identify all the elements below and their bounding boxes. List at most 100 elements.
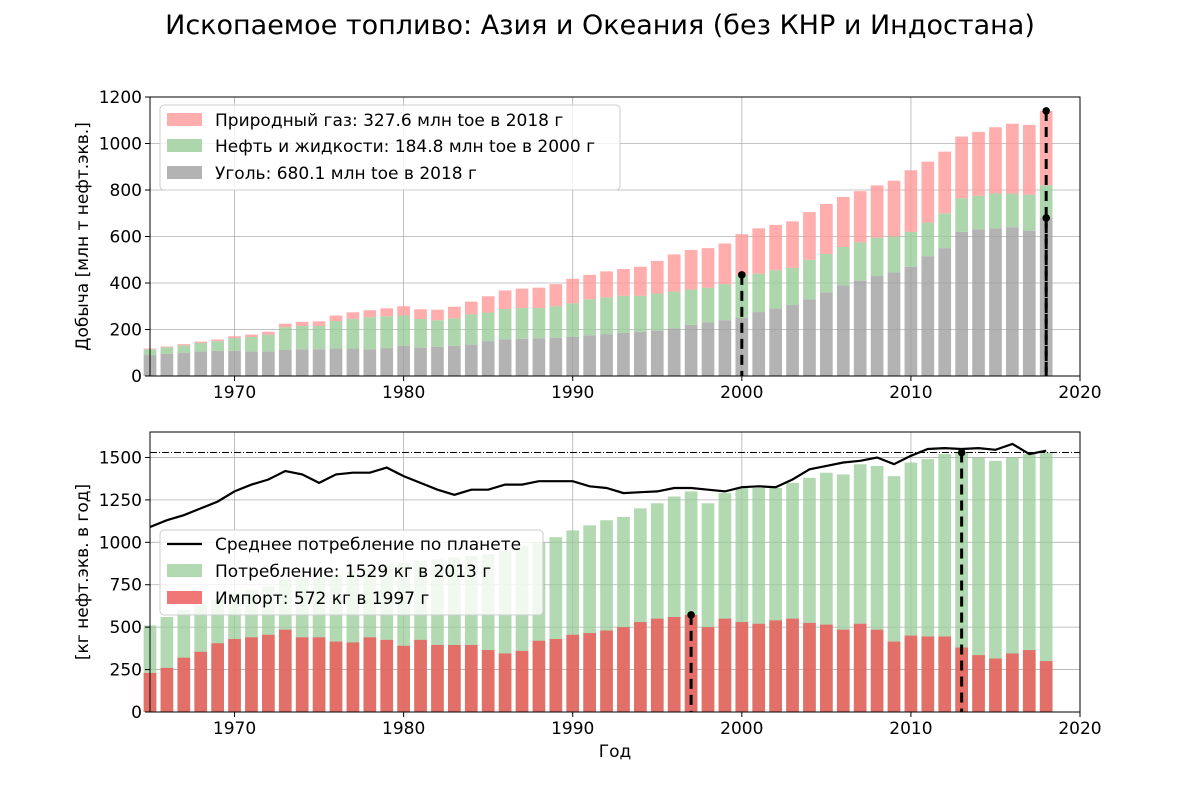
- gas-bar: [600, 271, 613, 298]
- coal-bar: [363, 349, 377, 376]
- coal-bar: [769, 308, 782, 376]
- gas-bar: [448, 306, 461, 319]
- coal-bar: [431, 346, 444, 376]
- oil-bar: [617, 295, 630, 333]
- gas-bar: [211, 339, 224, 342]
- top-panel-annotations: [738, 107, 1050, 376]
- coal-bar: [853, 280, 867, 376]
- gas-bar: [481, 296, 495, 313]
- oil-bar: [786, 267, 799, 306]
- gas-bar: [464, 301, 478, 315]
- coal-bar: [1006, 227, 1019, 376]
- coal-bar: [904, 266, 918, 376]
- oil-bar: [515, 308, 529, 339]
- x-tick-label: 2010: [889, 383, 932, 403]
- import-bar: [380, 639, 394, 712]
- bottom-panel-legend: Среднее потребление по планете Потреблен…: [159, 529, 544, 616]
- oil-bar: [245, 336, 258, 352]
- consumption-bar: [1039, 452, 1053, 712]
- gas-bar: [312, 321, 326, 327]
- import-bar: [448, 644, 461, 712]
- gas-bar: [989, 127, 1002, 194]
- world-average-line: [149, 442, 1047, 529]
- import-bar: [278, 629, 292, 712]
- gas-bar: [549, 284, 563, 307]
- import-bar: [228, 639, 241, 712]
- coal-bar: [617, 332, 630, 376]
- coal-bar: [380, 348, 394, 376]
- import-bar: [1039, 661, 1053, 712]
- gas-bar: [820, 203, 833, 254]
- legend-swatch-coal: [167, 166, 202, 179]
- gas-bar: [667, 254, 681, 292]
- import-bar: [701, 627, 715, 712]
- coal-bar: [295, 349, 309, 376]
- x-tick-label: 1980: [382, 383, 425, 403]
- legend-label-gas: Природный газ: 327.6 млн toe в 2018 г: [215, 111, 563, 131]
- oil-bar: [160, 347, 174, 354]
- top-panel-ylabel: Добыча [млн т нефт.экв.]: [73, 122, 93, 351]
- gas-bar: [414, 309, 427, 320]
- x-tick-label: 2010: [889, 719, 932, 739]
- annotation-dot: [1042, 214, 1050, 222]
- coal-bar: [481, 341, 495, 376]
- legend-swatch-gas: [167, 113, 202, 126]
- bottom-panel-xlabel: Год: [599, 742, 632, 762]
- legend-label-consumption: Потребление: 1529 кг в 2013 г: [215, 562, 491, 582]
- import-bar: [498, 653, 512, 712]
- gas-bar: [194, 341, 208, 343]
- y-tick-label: 0: [131, 367, 142, 387]
- bottom-panel-annotations: [687, 448, 966, 712]
- y-tick-label: 800: [110, 181, 142, 201]
- coal-bar: [414, 347, 427, 376]
- coal-bar: [245, 351, 258, 376]
- consumption-bar: [972, 457, 985, 712]
- import-bar: [870, 629, 884, 712]
- import-bar: [904, 635, 918, 712]
- coal-bar: [498, 339, 512, 376]
- oil-bar: [312, 326, 326, 350]
- import-bar: [194, 651, 208, 712]
- gas-bar: [634, 266, 647, 296]
- bottom-panel-ticks: 1970 1980 1990 2000 2010 2020 0 250 500 750 1000 12…: [99, 448, 1102, 739]
- import-bar: [566, 634, 580, 712]
- consumption-bar: [1006, 457, 1019, 712]
- gas-bar: [380, 308, 394, 317]
- oil-bar: [684, 289, 698, 325]
- gas-bar: [836, 196, 850, 247]
- import-bar: [481, 650, 495, 712]
- oil-bar: [397, 315, 410, 346]
- legend-swatch-import: [167, 591, 202, 604]
- gas-bar: [684, 249, 698, 290]
- coal-bar: [718, 320, 732, 376]
- x-tick-label: 2020: [1058, 719, 1101, 739]
- y-tick-label: 1000: [99, 135, 142, 155]
- import-bar: [989, 658, 1002, 712]
- import-bar: [600, 630, 613, 712]
- coal-bar: [211, 350, 224, 376]
- y-tick-label: 750: [110, 576, 142, 596]
- import-bar: [769, 620, 782, 712]
- coal-bar: [803, 299, 816, 376]
- oil-bar: [938, 213, 952, 249]
- import-bar: [650, 618, 664, 712]
- y-tick-label: 500: [110, 618, 142, 638]
- oil-bar: [448, 318, 461, 346]
- x-tick-label: 2000: [720, 383, 763, 403]
- coal-bar: [836, 285, 850, 376]
- import-bar: [532, 640, 546, 712]
- oil-bar: [921, 222, 935, 257]
- gas-bar: [921, 161, 935, 223]
- legend-label-coal: Уголь: 680.1 млн toe в 2018 г: [215, 164, 477, 184]
- gas-bar: [803, 212, 816, 260]
- import-bar: [803, 622, 816, 712]
- gas-bar: [617, 269, 630, 296]
- gas-bar: [735, 234, 749, 275]
- import-bar: [414, 639, 427, 712]
- coal-bar: [820, 292, 833, 376]
- oil-bar: [887, 236, 901, 273]
- gas-bar: [786, 221, 799, 268]
- gas-bar: [532, 287, 546, 309]
- oil-bar: [667, 291, 681, 329]
- coal-bar: [921, 256, 935, 376]
